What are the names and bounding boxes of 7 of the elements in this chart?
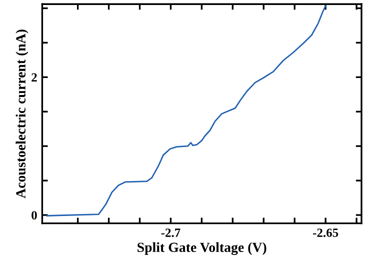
line-series — [46, 4, 328, 216]
y-tick-label: 2 — [32, 73, 37, 82]
y-axis-title: Acoustoelectric current (nA) — [16, 30, 28, 198]
x-tick-label: -2.7 — [161, 228, 180, 238]
y-tick-label: 0 — [32, 211, 37, 220]
x-axis-title: Split Gate Voltage (V) — [138, 242, 266, 255]
x-tick-label: -2.65 — [313, 228, 338, 238]
